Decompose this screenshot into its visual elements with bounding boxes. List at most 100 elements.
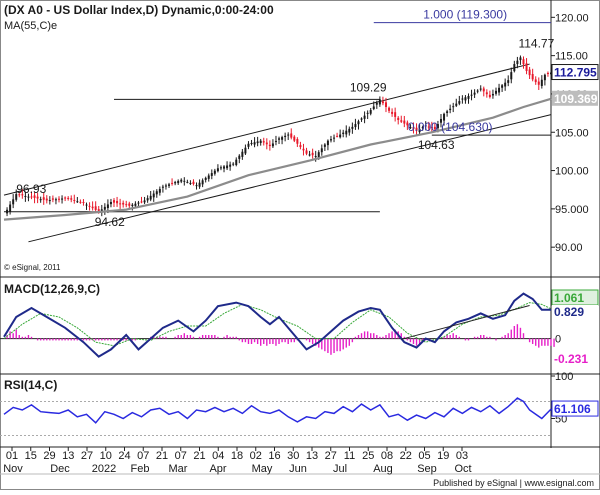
- candle-body: [189, 182, 192, 184]
- x-month-label: Apr: [209, 463, 226, 475]
- candle-body: [103, 206, 106, 210]
- candle-body: [366, 112, 369, 114]
- candle-body: [76, 201, 79, 203]
- candle-body: [137, 202, 140, 204]
- candle-body: [491, 93, 494, 96]
- x-date-tick-label: 02: [250, 450, 262, 462]
- candle-body: [42, 197, 45, 200]
- x-date-tick-label: 19: [437, 450, 449, 462]
- candle-body: [537, 81, 540, 85]
- x-date-tick-label: 16: [268, 450, 280, 462]
- candle-body: [339, 134, 342, 138]
- candle-body: [256, 141, 259, 144]
- candle-body: [177, 180, 180, 184]
- candle-body: [424, 125, 427, 127]
- x-month-label: Nov: [3, 463, 23, 475]
- x-date-tick-label: 05: [418, 450, 430, 462]
- candle-body: [498, 87, 501, 93]
- candle-body: [528, 69, 531, 76]
- x-date-tick-label: 18: [231, 450, 243, 462]
- candle-body: [302, 148, 305, 151]
- candle-body: [513, 64, 516, 72]
- candle-body: [27, 196, 30, 198]
- x-date-tick-label: 21: [156, 450, 168, 462]
- candle-body: [519, 57, 522, 61]
- candle-body: [259, 140, 262, 144]
- candle-body: [6, 209, 9, 214]
- candle-body: [247, 143, 250, 147]
- candle-body: [522, 59, 525, 65]
- x-date-tick-label: 27: [325, 450, 337, 462]
- price-annotation: 94.62: [95, 215, 125, 229]
- x-date-tick-label: 29: [43, 450, 55, 462]
- candle-body: [274, 140, 277, 142]
- candle-body: [531, 74, 534, 80]
- candle-body: [381, 101, 384, 104]
- candle-body: [314, 156, 317, 158]
- candle-body: [88, 205, 91, 207]
- candle-body: [317, 152, 320, 158]
- candle-body: [342, 132, 345, 135]
- x-month-label: Oct: [454, 463, 471, 475]
- candle-body: [345, 130, 348, 135]
- candle-body: [210, 173, 213, 176]
- candle-body: [473, 92, 476, 95]
- candle-body: [357, 121, 360, 125]
- candle-body: [82, 201, 85, 203]
- candle-body: [131, 204, 134, 206]
- candle-body: [290, 133, 293, 138]
- last-price-tag: 112.795: [554, 66, 597, 80]
- candle-body: [232, 163, 235, 165]
- macd-hist-value-tag: -0.231: [554, 352, 588, 366]
- candle-body: [149, 195, 152, 200]
- x-date-tick-label: 03: [456, 450, 468, 462]
- rsi-title: RSI(14,C): [4, 378, 57, 392]
- price-y-tick-label: 115.00: [555, 51, 588, 63]
- candle-body: [326, 140, 329, 146]
- price-y-tick-label: 105.00: [555, 127, 589, 139]
- macd-signal-value-tag: 0.829: [554, 305, 584, 319]
- candle-body: [534, 79, 537, 83]
- candle-body: [329, 139, 332, 141]
- candle-body: [455, 103, 458, 106]
- candle-body: [67, 197, 70, 199]
- candle-body: [336, 135, 339, 137]
- candle-body: [433, 126, 436, 130]
- candle-body: [186, 181, 189, 183]
- x-date-tick-label: 13: [306, 450, 318, 462]
- x-month-label: Jul: [333, 463, 347, 475]
- candle-body: [354, 124, 357, 128]
- rsi-tag-bg: [551, 400, 599, 417]
- candle-body: [250, 142, 253, 145]
- candle-body: [293, 136, 296, 141]
- candle-body: [372, 106, 375, 110]
- x-month-label: Jun: [289, 463, 307, 475]
- candle-body: [253, 142, 256, 145]
- x-date-tick-label: 25: [362, 450, 374, 462]
- candle-body: [546, 72, 549, 74]
- x-date-tick-label: 01: [6, 450, 18, 462]
- macd-zero-label: 0: [555, 334, 561, 346]
- candle-body: [106, 204, 109, 209]
- candle-body: [443, 113, 446, 121]
- candle-body: [146, 198, 149, 201]
- candle-body: [430, 126, 433, 128]
- candle-body: [550, 72, 552, 75]
- candle-body: [12, 199, 15, 205]
- price-annotation: 104.63: [418, 138, 455, 152]
- x-date-tick-label: 11: [344, 450, 355, 462]
- candle-body: [479, 88, 482, 90]
- candle-body: [287, 134, 290, 136]
- candle-body: [164, 185, 167, 187]
- candle-body: [45, 198, 48, 201]
- ma-tag-bg: [552, 90, 598, 106]
- candle-body: [122, 202, 125, 205]
- candle-body: [271, 143, 274, 147]
- candle-body: [235, 159, 238, 165]
- candle-body: [125, 204, 128, 206]
- candle-body: [61, 198, 64, 200]
- x-date-tick-label: 27: [81, 450, 93, 462]
- candle-body: [485, 92, 488, 95]
- candle-body: [415, 127, 418, 131]
